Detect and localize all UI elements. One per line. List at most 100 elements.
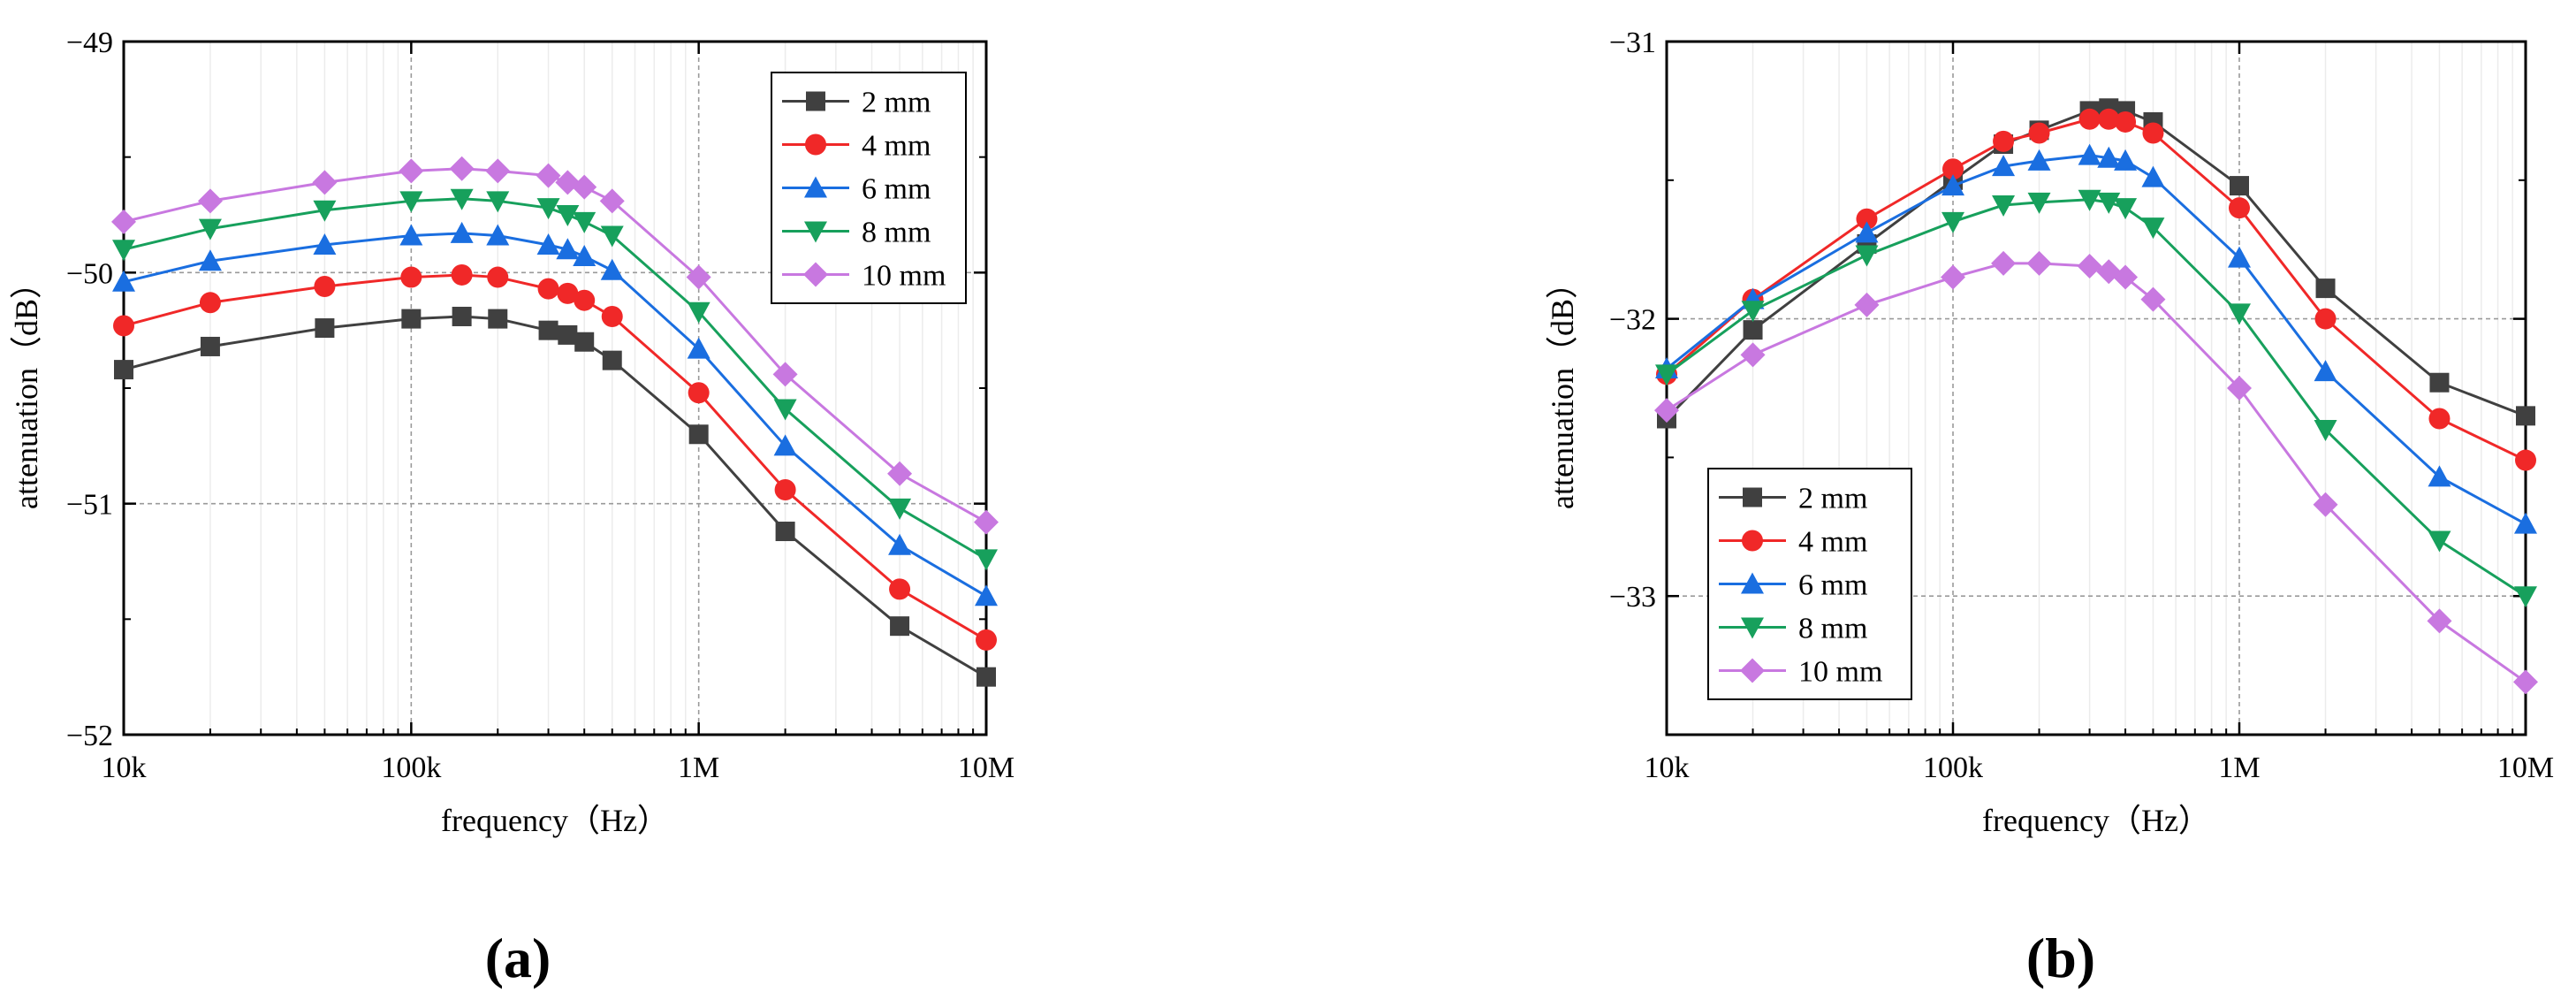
data-point — [2141, 217, 2165, 240]
data-point — [688, 382, 710, 404]
data-point — [2115, 111, 2137, 133]
data-point — [573, 245, 597, 267]
data-point — [2113, 264, 2139, 290]
data-point — [1740, 342, 1766, 368]
legend-label: 8 mm — [1798, 613, 1867, 645]
legend-label: 6 mm — [1798, 569, 1867, 602]
data-point — [1992, 155, 2016, 177]
data-point — [687, 301, 710, 324]
data-point — [2429, 372, 2450, 393]
data-point — [114, 360, 133, 380]
y-tick-label: −33 — [1609, 581, 1656, 614]
data-point — [2077, 254, 2102, 279]
legend-marker — [805, 134, 826, 156]
data-point — [572, 174, 597, 200]
data-point — [2515, 449, 2536, 471]
legend-label: 8 mm — [862, 217, 931, 249]
data-point — [112, 240, 135, 262]
data-point — [772, 362, 798, 387]
data-point — [313, 200, 337, 222]
data-point — [2514, 512, 2537, 534]
legend-label: 2 mm — [1798, 483, 1867, 515]
data-point — [2078, 108, 2101, 130]
legend-marker — [803, 262, 828, 287]
data-point — [1743, 320, 1763, 340]
data-point — [485, 158, 511, 184]
data-point — [488, 309, 508, 329]
data-point — [112, 270, 135, 292]
data-point — [449, 156, 475, 181]
data-point — [1941, 174, 1964, 196]
data-point — [2314, 360, 2337, 382]
series-10mm — [111, 156, 999, 535]
data-point — [2140, 286, 2166, 312]
legend-marker — [1741, 572, 1764, 594]
legend: 2 mm 4 mm 6 mm 8 mm 10 mm — [771, 72, 967, 304]
data-point — [574, 289, 596, 311]
data-point — [2097, 192, 2121, 214]
chart-a: 10k 100k 1M 10M −52 −51 −50 −49 frequency（Hz） att… — [9, 27, 1014, 989]
legend-label: 4 mm — [862, 130, 931, 163]
data-point — [2028, 122, 2050, 144]
data-point — [200, 336, 220, 356]
series-6mm — [1655, 143, 2537, 534]
data-point — [1941, 264, 1965, 290]
series-4mm — [113, 263, 997, 651]
panel-label: (a) — [485, 927, 551, 989]
data-point — [975, 549, 998, 571]
x-tick-label: 10k — [102, 751, 147, 784]
legend-label: 2 mm — [862, 87, 931, 119]
data-point — [1654, 398, 1679, 423]
data-point — [452, 306, 472, 326]
data-point — [601, 305, 623, 327]
series-6mm — [112, 221, 998, 606]
data-point — [313, 233, 337, 255]
legend-marker — [1740, 658, 1765, 683]
data-point — [2026, 250, 2052, 276]
data-point — [2228, 246, 2251, 268]
series-10mm — [1654, 250, 2538, 695]
data-point — [2313, 492, 2338, 517]
data-point — [537, 278, 559, 300]
data-point — [399, 191, 423, 213]
series-line — [123, 232, 987, 598]
data-point — [314, 276, 336, 298]
data-point — [486, 224, 510, 246]
data-point — [574, 332, 595, 352]
x-tick-label: 10k — [1645, 751, 1690, 784]
data-point — [1993, 130, 2015, 152]
legend-marker — [1741, 617, 1764, 639]
data-point — [2314, 308, 2337, 330]
plot-frame — [1665, 40, 2527, 736]
data-point — [2228, 303, 2251, 325]
series-4mm — [1656, 108, 2536, 471]
data-point — [486, 191, 510, 213]
y-tick-label: −31 — [1609, 27, 1656, 59]
legend: 2 mm 4 mm 6 mm 8 mm 10 mm — [1707, 468, 1912, 700]
data-point — [1854, 292, 1880, 317]
data-point — [600, 258, 624, 280]
legend-marker — [804, 176, 827, 198]
legend-label: 6 mm — [862, 173, 931, 206]
data-point — [775, 522, 795, 542]
x-axis-label: frequency（Hz） — [441, 803, 669, 838]
x-tick-label: 1M — [2218, 751, 2260, 784]
data-point — [773, 434, 797, 456]
data-point — [2114, 198, 2138, 220]
data-point — [197, 188, 223, 214]
x-axis: 10k 100k 1M 10M — [1645, 42, 2554, 784]
data-point — [2428, 408, 2451, 430]
y-tick-label: −50 — [66, 257, 113, 290]
series-8mm — [1655, 189, 2537, 608]
data-point — [558, 324, 578, 345]
data-point — [974, 509, 999, 535]
legend-label: 10 mm — [1798, 656, 1882, 689]
data-point — [2078, 143, 2101, 165]
data-point — [2314, 420, 2337, 442]
data-point — [111, 209, 136, 234]
data-point — [2513, 669, 2538, 695]
data-point — [2142, 122, 2164, 144]
data-point — [888, 498, 912, 520]
x-axis: 10k 100k 1M 10M — [102, 42, 1014, 784]
x-tick-label: 100k — [1923, 751, 1983, 784]
